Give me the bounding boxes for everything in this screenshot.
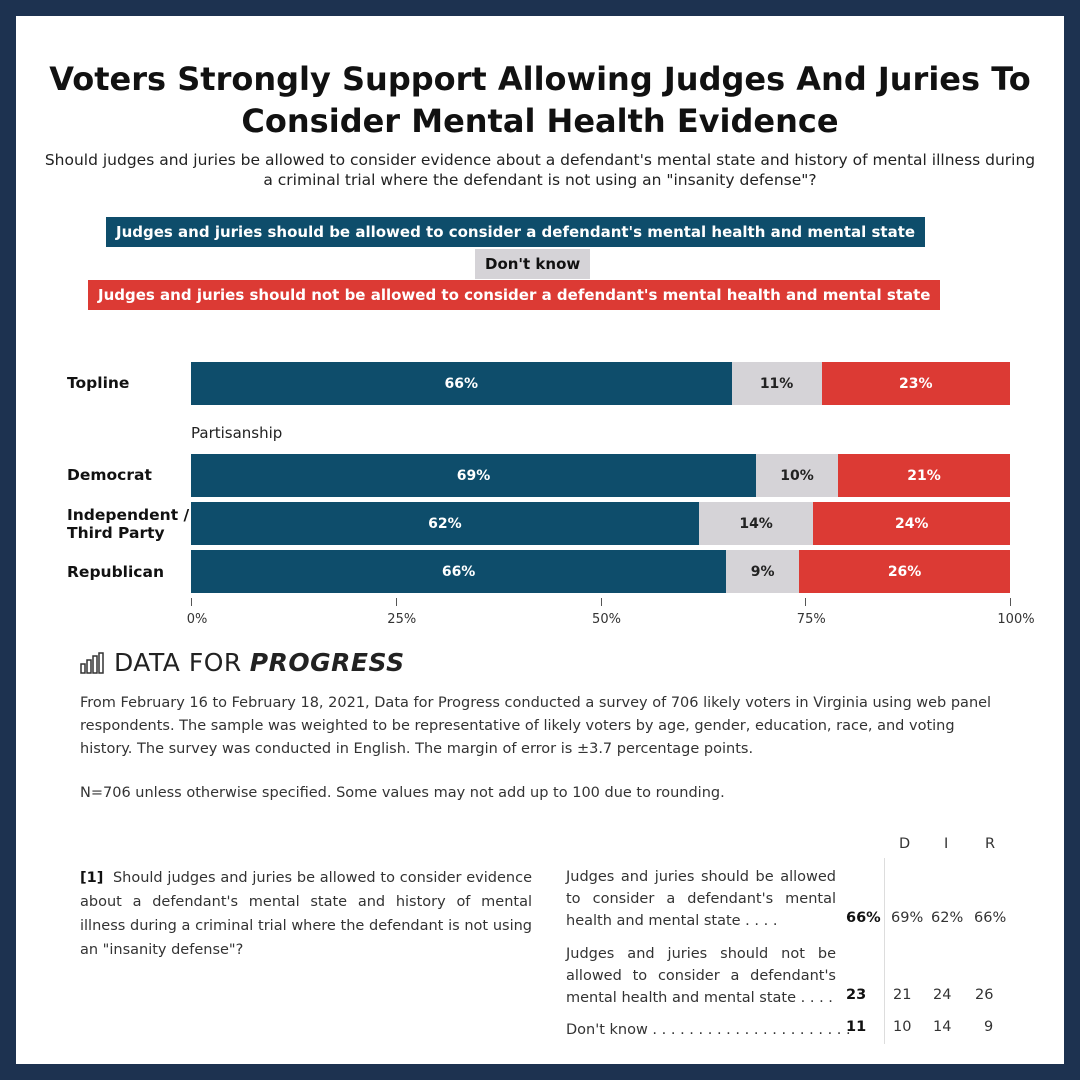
bar-chart-logo-icon [80,651,104,674]
x-tick-label: 75% [796,612,826,627]
bar-not-allowed-2: 24% [813,502,1010,545]
chart-subtitle: Should judges and juries be allowed to c… [44,151,1036,189]
legend-dont-know: Don't know [475,249,591,279]
bar-not-allowed-0: 23% [821,362,1010,405]
x-tick-mark [600,598,602,606]
bar-not-allowed-3: 26% [799,550,1010,593]
answer-row-allowed: Judges and juries should be allowed to c… [566,869,836,929]
d-dont-know: 10 [893,1019,912,1035]
x-tick-mark [395,598,397,606]
bar-allowed-1: 69% [191,454,757,497]
header-d: D [899,836,911,852]
logo: DATA FOR PROGRESS [80,648,405,677]
bar-allowed-3: 66% [191,550,727,593]
note: N=706 unless otherwise specified. Some v… [80,785,725,801]
bar-dont-know-2: 14% [698,502,814,545]
logo-bold: PROGRESS [249,648,405,677]
r-allowed: 66% [974,910,1007,926]
chart-title: Voters Strongly Support Allowing Judges … [49,60,1031,140]
group-label: Partisanship [191,424,283,442]
bar-dont-know-0: 11% [731,362,822,405]
divider [884,858,885,1044]
bar-dont-know-3: 9% [726,550,800,593]
question: [1] Should judges and juries be allowed … [80,866,532,962]
x-tick-label: 100% [997,612,1035,627]
answer-row-not-allowed: Judges and juries should not be allowed … [566,946,836,1006]
bar-allowed-0: 66% [191,362,732,405]
x-tick-mark [191,598,192,606]
bar-dont-know-1: 10% [756,454,838,497]
bar-allowed-2: 62% [191,502,699,545]
answer-row-dont-know: Don't know . . . . . . . . . . . . . . .… [566,1022,851,1038]
r-dont-know: 9 [984,1019,994,1035]
row-label-independent: Independent / Third Party [67,506,190,542]
total-dont-know: 11 [846,1019,867,1035]
header-r: R [985,836,996,852]
i-allowed: 62% [931,910,964,926]
bar-not-allowed-1: 21% [838,454,1010,497]
x-tick-label: 25% [387,612,417,627]
total-allowed: 66% [846,910,881,926]
methodology: From February 16 to February 18, 2021, D… [80,695,992,757]
question-number: [1] [80,870,104,886]
header-i: I [944,836,949,852]
d-allowed: 69% [891,910,924,926]
logo-light: DATA FOR [114,648,242,677]
i-dont-know: 14 [933,1019,952,1035]
question-text: Should judges and juries be allowed to c… [80,870,532,958]
row-label-democrat: Democrat [67,466,152,484]
d-not-allowed: 21 [893,987,912,1003]
i-not-allowed: 24 [933,987,952,1003]
x-tick-mark [1010,598,1011,606]
legend-allowed: Judges and juries should be allowed to c… [106,217,926,247]
x-tick-label: 50% [592,612,621,627]
r-not-allowed: 26 [975,987,994,1003]
row-label-topline: Topline [67,374,130,392]
x-tick-mark [805,598,807,606]
x-tick-label: 0% [186,612,208,627]
row-label-republican: Republican [67,563,164,581]
legend-not-allowed: Judges and juries should not be allowed … [88,280,941,310]
total-not-allowed: 23 [846,987,867,1003]
